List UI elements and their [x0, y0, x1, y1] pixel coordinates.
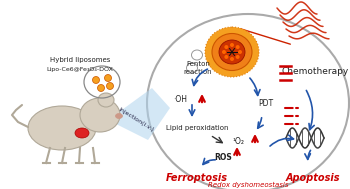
Text: PDT: PDT: [258, 99, 273, 108]
Ellipse shape: [224, 45, 228, 49]
Text: Lipid peroxidation: Lipid peroxidation: [166, 125, 228, 131]
Ellipse shape: [80, 98, 120, 132]
Text: Ferroptosis: Ferroptosis: [166, 173, 228, 183]
Ellipse shape: [219, 40, 245, 64]
Text: ROS: ROS: [214, 153, 232, 161]
Ellipse shape: [212, 33, 252, 70]
Text: Injection(i.v.): Injection(i.v.): [117, 107, 155, 133]
Ellipse shape: [205, 27, 259, 77]
Ellipse shape: [236, 55, 240, 59]
Ellipse shape: [98, 84, 105, 91]
Ellipse shape: [116, 114, 122, 119]
Text: Chemotherapy: Chemotherapy: [281, 67, 349, 77]
Ellipse shape: [92, 77, 99, 84]
Ellipse shape: [105, 74, 112, 81]
Text: Apoptosis: Apoptosis: [286, 173, 340, 183]
Ellipse shape: [98, 93, 114, 107]
Ellipse shape: [236, 45, 240, 49]
Text: Fenton
reaction: Fenton reaction: [184, 61, 212, 74]
Ellipse shape: [28, 106, 96, 150]
Ellipse shape: [230, 57, 234, 61]
Ellipse shape: [106, 83, 113, 90]
Text: ·OH: ·OH: [173, 95, 187, 105]
Ellipse shape: [75, 128, 89, 138]
Text: Lipo-Ce6@Fe₃O₄-DOX: Lipo-Ce6@Fe₃O₄-DOX: [47, 67, 113, 73]
Ellipse shape: [238, 50, 242, 54]
Text: Redox dyshomeostasis: Redox dyshomeostasis: [208, 182, 288, 188]
Ellipse shape: [224, 55, 228, 59]
Polygon shape: [108, 88, 170, 140]
Ellipse shape: [230, 43, 234, 47]
Text: ¹O₂: ¹O₂: [232, 138, 244, 146]
Ellipse shape: [222, 50, 226, 54]
Text: Hybrid liposomes: Hybrid liposomes: [50, 57, 110, 63]
